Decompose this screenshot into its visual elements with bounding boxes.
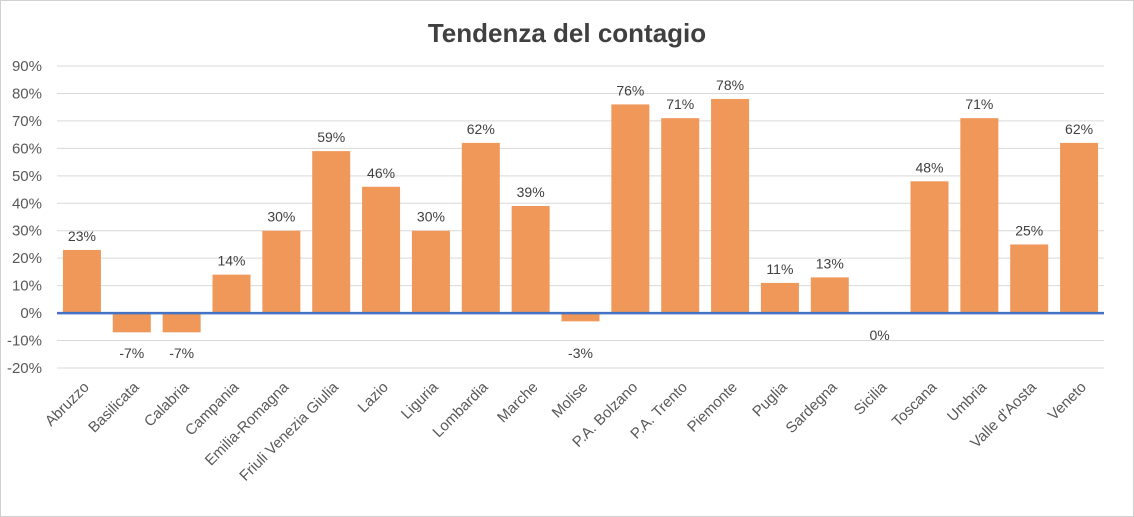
bar	[62, 249, 101, 314]
category-label: Abruzzo	[42, 379, 93, 430]
data-label: 14%	[217, 253, 245, 269]
bar	[511, 206, 550, 314]
data-label: 78%	[716, 77, 744, 93]
y-tick-label: 90%	[12, 58, 42, 75]
category-label: Liguria	[398, 378, 442, 422]
bar	[711, 98, 750, 314]
bar	[262, 230, 301, 314]
data-label: 25%	[1015, 222, 1043, 238]
y-tick-label: 50%	[12, 168, 42, 185]
bar	[561, 313, 600, 322]
bar	[960, 118, 999, 314]
category-label: Sardegna	[783, 378, 841, 436]
data-label: 71%	[965, 96, 993, 112]
category-label: Lombardia	[429, 378, 492, 441]
bar	[212, 274, 251, 314]
data-label: 23%	[68, 228, 96, 244]
bar	[162, 313, 201, 333]
bar	[760, 282, 799, 314]
data-label: 39%	[517, 184, 545, 200]
data-label: -7%	[119, 345, 144, 361]
y-tick-label: 70%	[12, 113, 42, 130]
y-tick-label: 60%	[12, 140, 42, 157]
data-label: 0%	[870, 327, 890, 343]
data-label: 62%	[467, 121, 495, 137]
category-label: Marche	[494, 379, 541, 426]
data-label: 13%	[816, 255, 844, 271]
data-label: 76%	[616, 82, 644, 98]
bar	[362, 186, 401, 314]
data-label: 62%	[1065, 121, 1093, 137]
y-tick-label: -20%	[7, 360, 42, 377]
category-label: Emilia-Romagna	[202, 378, 293, 469]
bar	[461, 142, 500, 314]
category-label: Calabria	[141, 378, 193, 430]
data-label: 59%	[317, 129, 345, 145]
y-tick-label: -10%	[7, 333, 42, 350]
data-label: 11%	[766, 261, 793, 277]
bar	[112, 313, 151, 333]
bar	[1010, 244, 1049, 314]
category-label: Puglia	[749, 378, 791, 420]
bar	[661, 118, 700, 314]
y-tick-label: 10%	[12, 278, 42, 295]
category-label: Basilicata	[85, 378, 143, 436]
data-label: 71%	[666, 96, 694, 112]
bar	[1060, 142, 1099, 314]
y-tick-label: 30%	[12, 223, 42, 240]
data-label: -7%	[169, 345, 194, 361]
category-label: Piemonte	[684, 379, 741, 436]
category-label: Toscana	[889, 378, 941, 430]
bar	[411, 230, 450, 314]
bar	[810, 277, 849, 314]
y-tick-label: 20%	[12, 250, 42, 267]
data-label: 30%	[417, 209, 445, 225]
category-label: Umbria	[944, 378, 991, 425]
bar	[910, 181, 949, 314]
data-label: 30%	[267, 209, 295, 225]
chart-title: Tendenza del contagio	[427, 18, 707, 48]
category-label: Lazio	[355, 379, 392, 416]
bar	[611, 104, 650, 314]
bar	[312, 151, 351, 314]
category-label: Friuli Venezia Giulia	[236, 378, 342, 484]
data-label: 48%	[915, 159, 943, 175]
category-label: Sicilia	[851, 378, 891, 418]
y-tick-label: 40%	[12, 195, 42, 212]
y-tick-label: 80%	[12, 85, 42, 102]
y-tick-label: 0%	[20, 305, 42, 322]
category-label: Veneto	[1045, 379, 1090, 424]
category-label: Molise	[549, 379, 592, 422]
data-label: -3%	[568, 345, 593, 361]
data-label: 46%	[367, 165, 395, 181]
